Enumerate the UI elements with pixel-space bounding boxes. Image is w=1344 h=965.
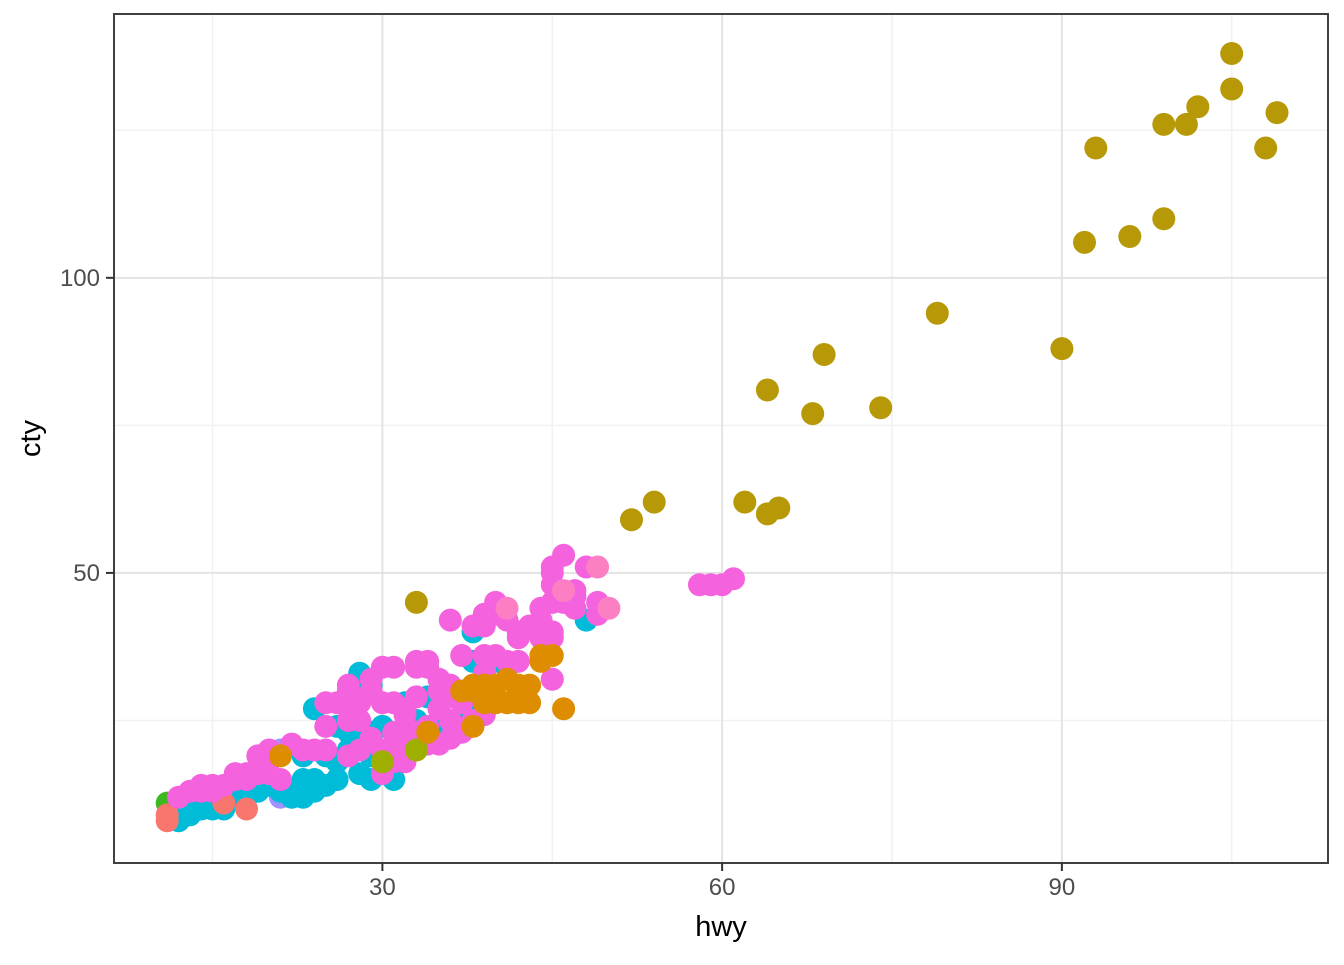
point-layer (155, 42, 1289, 833)
data-point-pink (506, 626, 530, 650)
data-point-orange (416, 720, 440, 744)
data-point-pink (382, 655, 406, 679)
data-point-pink (314, 691, 338, 715)
data-point-cyan (325, 768, 349, 791)
data-point-gold (1152, 207, 1176, 231)
panel-border (113, 13, 1329, 864)
data-point-cyan (302, 768, 326, 791)
y-axis-title: cty (15, 419, 47, 457)
data-point-gold (1152, 112, 1176, 136)
tick-layer: 30 60 90 50 100 (60, 265, 1075, 901)
data-point-gold (755, 378, 779, 402)
data-point-pink (540, 667, 564, 691)
data-point-pink (336, 709, 360, 732)
data-point-salmon (155, 809, 179, 833)
data-point-pink (416, 655, 440, 679)
data-point-orange (269, 744, 292, 768)
data-point-orange (461, 714, 485, 738)
data-point-gold (1220, 77, 1244, 101)
data-point-orange (518, 691, 542, 715)
data-point-orange (529, 649, 553, 673)
data-point-gold (1254, 136, 1278, 160)
data-point-gold (869, 396, 893, 420)
x-axis-title: hwy (695, 911, 747, 943)
data-point-gold (925, 301, 949, 325)
data-point-gold (642, 490, 666, 514)
data-point-salmon (235, 797, 258, 821)
data-point-pink (540, 626, 564, 650)
data-point-gold (1073, 230, 1096, 254)
data-point-gold (812, 343, 836, 366)
border-layer (113, 13, 1329, 864)
data-point-pink (314, 714, 338, 738)
data-point-chartreuse (370, 750, 394, 774)
data-point-pink (450, 644, 474, 667)
x-tick-label: 30 (369, 874, 396, 901)
data-point-gold (1050, 337, 1074, 361)
data-point-pink (438, 608, 462, 632)
data-point-pink (393, 697, 417, 721)
data-point-gold (620, 508, 643, 532)
data-point-rose (597, 596, 621, 620)
data-point-gold (801, 402, 825, 426)
data-point-gold (404, 590, 428, 614)
data-point-gold (1174, 112, 1198, 136)
data-point-gold (767, 496, 791, 520)
y-tick-label: 50 (73, 560, 100, 587)
data-point-gold (1118, 225, 1142, 248)
data-point-pink (314, 738, 338, 762)
data-point-gold (733, 490, 757, 514)
data-point-gold (1220, 42, 1244, 65)
data-point-pink (393, 720, 417, 744)
y-tick-label: 100 (60, 265, 100, 292)
data-point-pink (563, 596, 587, 620)
data-point-chartreuse (404, 738, 428, 762)
data-point-gold (1186, 95, 1210, 119)
data-point-rose (552, 579, 576, 603)
data-point-pink (506, 649, 530, 673)
x-tick-label: 90 (1049, 874, 1076, 901)
data-point-pink (472, 614, 496, 638)
data-point-gold (1265, 101, 1289, 125)
data-point-pink (348, 738, 372, 762)
data-point-rose (495, 596, 519, 620)
x-tick-label: 60 (709, 874, 736, 901)
data-point-pink (257, 762, 281, 786)
data-point-orange (552, 697, 576, 721)
data-point-pink (722, 567, 745, 591)
data-point-rose (586, 555, 610, 579)
data-point-gold (1084, 136, 1108, 160)
